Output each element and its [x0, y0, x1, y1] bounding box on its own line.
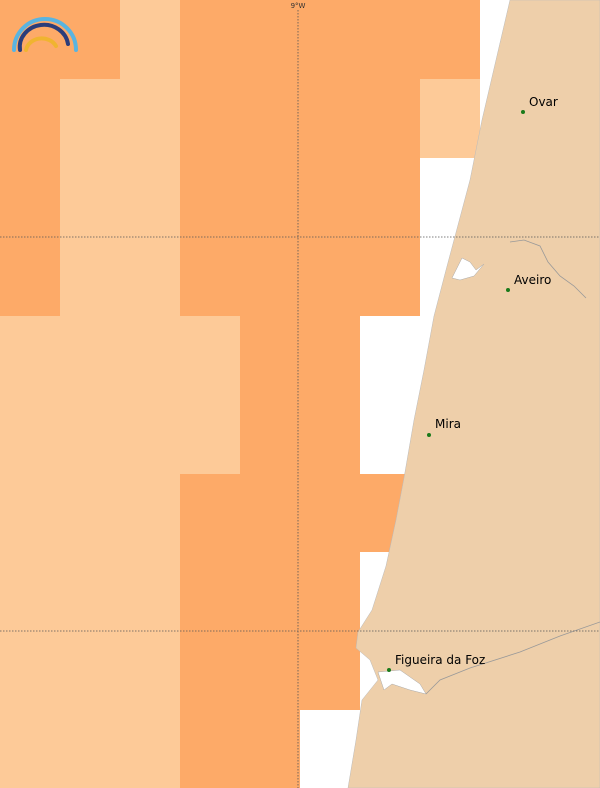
grid-cell — [180, 631, 360, 710]
river — [425, 621, 600, 695]
grid-cell — [240, 395, 360, 474]
grid-cell — [60, 79, 180, 158]
river — [509, 239, 587, 299]
grid-cell — [420, 79, 480, 158]
place-label: Aveiro — [514, 273, 551, 287]
logo — [12, 17, 78, 52]
lagoon — [451, 257, 485, 281]
graticule-label: 9°W — [291, 2, 306, 10]
grid-cell — [0, 474, 180, 552]
place-label: Ovar — [529, 95, 558, 109]
grid-cell — [0, 237, 60, 316]
grid-cell — [0, 0, 120, 79]
grid-cell — [0, 631, 180, 710]
grid-cell — [180, 474, 420, 552]
grid-cell — [180, 0, 480, 79]
grid-cell — [240, 316, 360, 395]
grid-cell — [180, 710, 300, 788]
grid-cell — [0, 710, 180, 788]
place-dot — [506, 288, 510, 292]
grid-cell — [60, 158, 180, 237]
grid-cell — [180, 158, 420, 237]
place-label: Mira — [435, 417, 461, 431]
land — [347, 0, 600, 788]
grid-cell — [0, 552, 180, 631]
place-label: Figueira da Foz — [395, 653, 485, 667]
place-dot — [427, 433, 431, 437]
grid-cell — [0, 79, 60, 158]
estuary — [377, 669, 427, 695]
grid-cell — [0, 395, 240, 474]
place-dot — [521, 110, 525, 114]
grid-cell — [180, 237, 420, 316]
grid-cells — [0, 0, 480, 788]
place-dot — [387, 668, 391, 672]
grid-cell — [0, 158, 60, 237]
grid-cell — [60, 237, 180, 316]
places: Ovar Aveiro Mira Figueira da Foz — [387, 95, 558, 672]
grid-cell — [0, 316, 240, 395]
grid-cell — [180, 552, 360, 631]
grid-cell — [180, 79, 420, 158]
grid-cell — [120, 0, 180, 79]
